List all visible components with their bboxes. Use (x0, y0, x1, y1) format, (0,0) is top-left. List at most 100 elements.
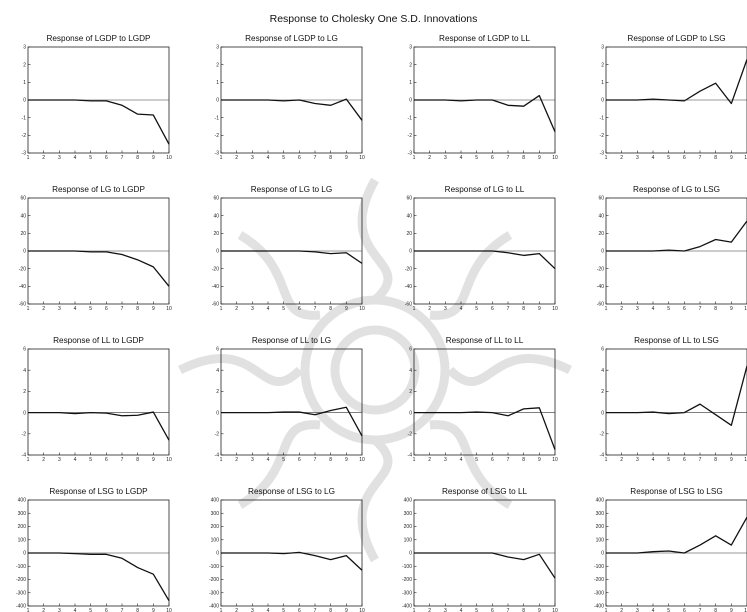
y-tick-label: 3 (216, 45, 219, 51)
x-tick-label: 5 (89, 155, 92, 161)
x-tick-label: 5 (89, 608, 92, 612)
panel-title: Response of LGDP to LL (439, 34, 530, 43)
x-tick-label: 3 (58, 457, 61, 463)
y-tick-label: 3 (601, 45, 604, 51)
y-tick-label: -20 (212, 266, 219, 272)
irf-chart: -4 -2 0 2 4 6 1 2 3 4 5 6 7 8 9 10 (22, 347, 172, 463)
response-line (28, 552, 170, 602)
x-tick-label: 3 (58, 608, 61, 612)
x-tick-label: 6 (298, 306, 301, 312)
y-tick-label: -200 (209, 577, 219, 583)
y-tick-label: -40 (212, 284, 219, 290)
y-tick-label: -1 (22, 115, 27, 121)
y-tick-label: 2 (409, 62, 412, 68)
x-tick-label: 6 (105, 457, 108, 463)
x-tick-label: 10 (166, 155, 172, 161)
x-tick-label: 2 (428, 457, 431, 463)
x-tick-label: 10 (166, 608, 172, 612)
response-line (606, 516, 747, 554)
x-tick-label: 3 (251, 608, 254, 612)
irf-chart: -60 -40 -20 0 20 40 60 1 2 3 4 5 6 7 8 9 10 (19, 196, 172, 312)
x-tick-label: 4 (460, 306, 463, 312)
x-tick-label: 10 (552, 608, 558, 612)
y-tick-label: 0 (409, 410, 412, 416)
x-tick-label: 1 (605, 457, 608, 463)
response-line (414, 407, 556, 450)
x-tick-label: 5 (667, 306, 670, 312)
x-tick-label: 10 (359, 155, 365, 161)
x-tick-label: 7 (699, 457, 702, 463)
x-tick-label: 3 (58, 155, 61, 161)
plot-frame (27, 348, 170, 456)
y-tick-label: 300 (596, 511, 605, 517)
x-tick-label: 5 (475, 457, 478, 463)
y-tick-label: 0 (409, 249, 412, 255)
y-tick-label: 0 (216, 551, 219, 557)
y-tick-label: -1 (408, 115, 413, 121)
x-tick-label: 4 (652, 457, 655, 463)
y-tick-label: -2 (600, 133, 605, 139)
x-tick-label: 6 (683, 155, 686, 161)
x-tick-label: 3 (251, 457, 254, 463)
x-tick-label: 8 (714, 306, 717, 312)
y-tick-label: 20 (598, 231, 604, 237)
y-tick-label: -300 (594, 590, 604, 596)
x-tick-label: 1 (605, 155, 608, 161)
x-tick-label: 4 (460, 608, 463, 612)
x-tick-label: 7 (699, 306, 702, 312)
panel-title: Response of LG to LGDP (52, 185, 145, 194)
x-tick-label: 7 (314, 608, 317, 612)
y-tick-label: 2 (601, 389, 604, 395)
x-tick-label: 1 (220, 155, 223, 161)
y-tick-label: 6 (601, 347, 604, 353)
x-tick-label: 6 (298, 457, 301, 463)
y-tick-label: -40 (19, 284, 26, 290)
x-tick-label: 1 (413, 155, 416, 161)
y-tick-label: 100 (596, 537, 605, 543)
x-tick-label: 3 (636, 608, 639, 612)
y-tick-label: -3 (215, 151, 220, 157)
irf-chart: -4 -2 0 2 4 6 1 2 3 4 5 6 7 8 9 10 (600, 347, 747, 463)
x-tick-label: 7 (507, 457, 510, 463)
x-tick-label: 10 (552, 306, 558, 312)
y-tick-label: 0 (601, 249, 604, 255)
irf-chart: -4 -2 0 2 4 6 1 2 3 4 5 6 7 8 9 10 (408, 347, 558, 463)
plot-frame (413, 348, 556, 456)
x-tick-label: 3 (251, 306, 254, 312)
y-tick-label: 20 (406, 231, 412, 237)
x-tick-label: 6 (105, 155, 108, 161)
x-tick-label: 3 (444, 608, 447, 612)
x-tick-label: 8 (136, 306, 139, 312)
y-tick-label: 1 (23, 80, 26, 86)
x-tick-label: 9 (345, 457, 348, 463)
x-tick-label: 10 (552, 457, 558, 463)
x-tick-label: 2 (42, 457, 45, 463)
response-line (606, 220, 747, 252)
y-tick-label: 2 (23, 62, 26, 68)
response-line (606, 365, 747, 426)
y-tick-label: -200 (594, 577, 604, 583)
panel-title: Response of LGDP to LG (245, 34, 338, 43)
x-tick-label: 6 (105, 306, 108, 312)
x-tick-label: 1 (27, 155, 30, 161)
y-tick-label: 0 (23, 249, 26, 255)
y-tick-label: 60 (20, 196, 26, 202)
x-tick-label: 5 (89, 457, 92, 463)
x-tick-label: 6 (491, 608, 494, 612)
x-tick-label: 10 (359, 608, 365, 612)
x-tick-label: 6 (298, 155, 301, 161)
y-tick-label: -2 (408, 432, 413, 438)
x-tick-label: 7 (314, 155, 317, 161)
response-line (28, 99, 170, 145)
y-tick-label: -3 (22, 151, 27, 157)
panel-title: Response of LSG to LSG (630, 487, 723, 496)
y-tick-label: 0 (216, 410, 219, 416)
x-tick-label: 7 (121, 306, 124, 312)
x-tick-label: 2 (428, 306, 431, 312)
y-tick-label: 200 (211, 524, 220, 530)
x-tick-label: 7 (314, 306, 317, 312)
y-tick-label: -2 (22, 432, 27, 438)
x-tick-label: 2 (42, 155, 45, 161)
y-tick-label: 60 (598, 196, 604, 202)
x-tick-label: 9 (730, 155, 733, 161)
